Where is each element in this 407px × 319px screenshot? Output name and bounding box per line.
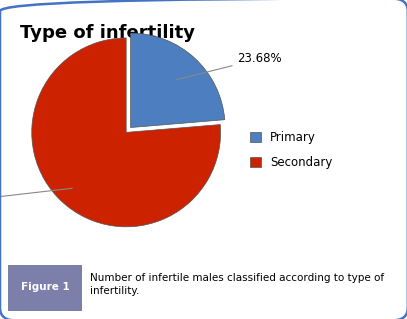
Text: 76.32%: 76.32% [0, 188, 72, 207]
Text: Figure 1: Figure 1 [21, 282, 70, 292]
Wedge shape [131, 33, 225, 128]
Text: Type of infertility: Type of infertility [20, 24, 195, 42]
FancyBboxPatch shape [8, 265, 82, 311]
Legend: Primary, Secondary: Primary, Secondary [250, 131, 333, 169]
Text: 23.68%: 23.68% [177, 52, 282, 80]
Wedge shape [32, 38, 221, 227]
Text: Number of infertile males classified according to type of
infertility.: Number of infertile males classified acc… [90, 273, 384, 296]
